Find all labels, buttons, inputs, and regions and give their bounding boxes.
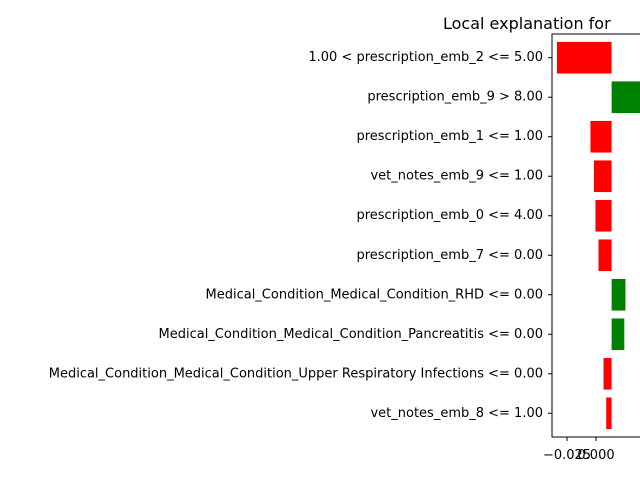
plot-frame	[551, 33, 640, 438]
category-label: Medical_Condition_Medical_Condition_Panc…	[159, 327, 544, 342]
category-label: vet_notes_emb_9 <= 1.00	[370, 169, 543, 184]
chart-title: Local explanation for	[443, 14, 611, 33]
bar	[611, 318, 625, 351]
x-tick-label: 0.000	[577, 448, 614, 463]
category-label: Medical_Condition_Medical_Condition_Uppe…	[49, 366, 543, 381]
bars	[557, 41, 640, 430]
bar	[590, 120, 612, 153]
category-labels: 1.00 < prescription_emb_2 <= 5.00 prescri…	[49, 50, 552, 421]
bar	[606, 397, 612, 430]
bar	[595, 199, 612, 232]
x-tick-label: −0.025	[543, 448, 591, 463]
category-label: prescription_emb_9 > 8.00	[367, 90, 543, 105]
bar	[611, 81, 640, 114]
category-label: Medical_Condition_Medical_Condition_RHD …	[206, 287, 544, 302]
bar	[598, 239, 612, 272]
category-label: vet_notes_emb_8 <= 1.00	[370, 406, 543, 421]
bar	[593, 160, 612, 193]
category-label: prescription_emb_7 <= 0.00	[356, 248, 543, 263]
bar	[603, 357, 612, 390]
category-label: 1.00 < prescription_emb_2 <= 5.00	[308, 50, 543, 65]
bar	[611, 278, 626, 311]
category-label: prescription_emb_0 <= 4.00	[356, 208, 543, 223]
category-label: prescription_emb_1 <= 1.00	[356, 129, 543, 144]
bar	[557, 41, 612, 74]
